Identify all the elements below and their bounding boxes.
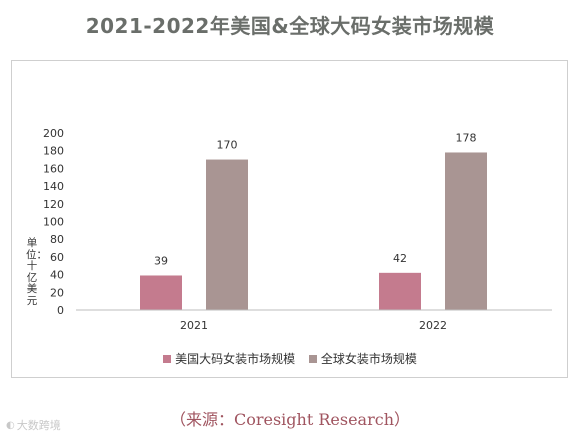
y-tick-label: 140	[43, 180, 64, 193]
y-tick-label: 60	[50, 251, 64, 264]
y-tick-label: 120	[43, 198, 64, 211]
y-tick-label: 180	[43, 145, 64, 158]
ds-logo-icon: ◐	[6, 419, 15, 431]
data-label: 170	[217, 139, 238, 152]
legend-label-global: 全球女装市场规模	[320, 352, 417, 366]
bar-2021-series-0	[140, 275, 182, 310]
y-tick-label: 200	[43, 127, 64, 140]
legend-swatch-us-plus-size	[163, 354, 172, 363]
legend-item-global: 全球女装市场规模	[308, 350, 417, 367]
y-tick-label: 0	[57, 304, 64, 317]
legend: 美国大码女装市场规模 全球女装市场规模	[0, 350, 580, 367]
bar-2022-series-1	[445, 152, 487, 310]
data-label: 39	[154, 254, 168, 267]
watermark-text: 大数跨境	[16, 419, 61, 432]
bar-2021-series-1	[206, 159, 248, 310]
bar-2022-series-0	[379, 272, 421, 310]
chart-title: 2021-2022年美国&全球大码女装市场规模	[85, 14, 495, 38]
y-tick-label: 80	[50, 233, 64, 246]
y-axis-label: 单位：十亿美元	[26, 237, 47, 307]
chart-frame	[11, 60, 568, 378]
x-tick-label: 2021	[180, 319, 208, 332]
legend-label-us-plus-size: 美国大码女装市场规模	[175, 352, 296, 366]
y-tick-label: 100	[43, 216, 64, 229]
source-note: （来源：Coresight Research）	[169, 410, 411, 429]
watermark: ◐ 大数跨境	[6, 417, 61, 433]
y-tick-label: 160	[43, 162, 64, 175]
legend-item-us-plus-size: 美国大码女装市场规模	[163, 350, 295, 367]
legend-swatch-global	[308, 354, 317, 363]
y-tick-label: 40	[50, 269, 64, 282]
x-tick-label: 2022	[419, 319, 447, 332]
data-label: 178	[456, 131, 477, 144]
data-label: 42	[393, 252, 407, 265]
y-tick-label: 20	[50, 286, 64, 299]
